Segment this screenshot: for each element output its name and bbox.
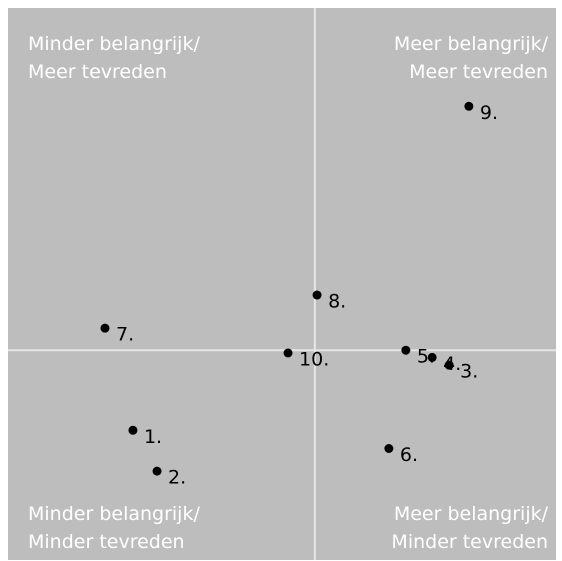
point	[464, 101, 474, 111]
point-label: 2.	[168, 467, 186, 489]
quadrant-label: Minder belangrijk/	[28, 33, 200, 55]
point-label: 10.	[299, 349, 329, 371]
point	[427, 352, 437, 362]
point	[312, 290, 322, 300]
point	[283, 348, 293, 358]
point-label: 8.	[328, 291, 346, 313]
point-label: 1.	[144, 426, 162, 448]
point-label: 9.	[480, 102, 498, 124]
point	[401, 345, 411, 355]
quadrant-label: Minder tevreden	[28, 531, 185, 553]
plot-background	[8, 8, 556, 560]
point	[444, 360, 454, 370]
point	[384, 443, 394, 453]
quadrant-label: Minder tevreden	[391, 531, 548, 553]
point-label: 3.	[460, 361, 478, 383]
quadrant-label: Meer tevreden	[409, 61, 548, 83]
point-label: 7.	[116, 324, 134, 346]
quadrant-label: Meer belangrijk/	[394, 33, 549, 55]
point-label: 6.	[400, 444, 418, 466]
point	[152, 466, 162, 476]
point	[100, 323, 110, 333]
point-label: 4.	[443, 353, 461, 375]
quadrant-label: Minder belangrijk/	[28, 503, 200, 525]
quadrant-label: Meer tevreden	[28, 61, 167, 83]
quadrant-label: Meer belangrijk/	[394, 503, 549, 525]
point-label: 5.	[417, 346, 435, 368]
point	[128, 425, 138, 435]
